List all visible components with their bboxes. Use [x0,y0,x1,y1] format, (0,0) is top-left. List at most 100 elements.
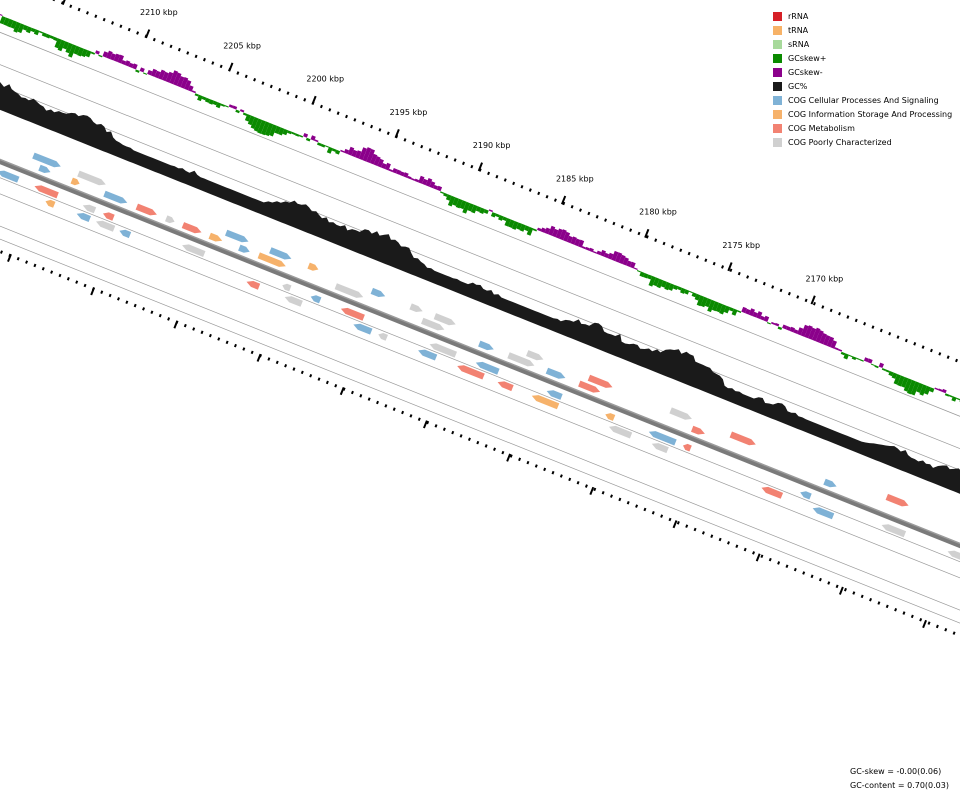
minor-tick [545,194,549,199]
gc-skew-positive-bar [326,146,333,154]
gene-arrow [282,283,292,292]
minor-tick [111,21,115,25]
legend-item-trna: tRNA [773,23,952,37]
minor-tick [746,275,750,279]
gc-skew-negative-bar [429,181,436,189]
gc-skew-positive-bar [250,117,259,129]
gc-skew-negative-bar [150,68,158,77]
gc-skew-negative-bar [745,308,751,315]
minor-tick [119,24,123,29]
gc-skew-positive-bar [452,197,459,206]
gc-skew-positive-bar [208,99,214,105]
gc-skew-positive-bar [17,23,25,34]
minor-tick [637,231,641,236]
gc-skew-negative-bar [585,246,590,251]
gc-skew-positive-bar [490,212,497,218]
inner-minor-tick [810,574,814,579]
gc-skew-negative-bar [570,236,577,245]
scale-label: 2185 kbp [556,174,594,183]
gc-skew-positive-bar [684,289,690,295]
legend-item-rrna: rRNA [773,9,952,23]
inner-minor-tick [593,487,597,492]
gc-skew-positive-bar [664,281,671,291]
gc-skew-positive-bar [33,29,40,36]
legend-swatch [773,53,782,63]
gc-skew-negative-bar [355,150,362,159]
minor-tick [495,174,499,179]
gc-skew-negative-bar [173,72,182,86]
gc-skew-positive-bar [135,69,140,73]
minor-tick [879,328,883,333]
gc-skew-positive-bar [224,105,229,108]
gc-skew-positive-bar [10,20,18,29]
gc-skew-negative-bar [373,156,381,166]
gene-arrow [578,380,601,393]
gc-skew-negative-bar [425,178,433,187]
gc-skew-negative-bar [407,175,412,180]
minor-tick [503,178,507,182]
inner-major-tick [7,253,12,263]
inner-minor-tick [818,577,822,582]
gc-skew-positive-bar [445,194,452,201]
minor-tick [403,138,407,142]
gene-arrow [378,333,388,341]
gc-skew-positive-bar [291,131,296,135]
inner-major-tick [90,287,96,296]
major-tick [61,0,66,6]
inner-minor-tick [83,283,87,288]
inner-minor-tick [693,527,697,532]
minor-tick [771,285,775,289]
gc-skew-negative-bar [128,62,134,68]
legend-swatch [773,81,782,91]
minor-tick [411,141,415,146]
gene-arrow [823,478,837,488]
gene-arrow [70,177,80,186]
minor-tick [278,88,282,92]
gc-skew-negative-bar [626,260,632,267]
major-tick [477,162,483,172]
inner-scale-ticks [0,250,956,635]
gc-skew-positive-bar [274,125,281,134]
inner-minor-tick [584,484,588,488]
gc-skew-positive-bar [859,359,864,362]
gc-skew-negative-bar [121,60,127,65]
gene-arrow [421,317,445,331]
gc-skew-negative-bar [540,227,546,233]
gc-skew-positive-bar [257,120,266,134]
inner-minor-tick [376,400,380,405]
gc-skew-negative-bar [559,229,567,241]
inner-minor-tick [735,544,739,548]
inner-minor-tick [676,521,680,525]
inner-minor-tick [610,494,613,498]
gc-skew-negative-bar [629,261,636,269]
gc-skew-positive-bar [648,275,656,287]
ring-guides [0,31,960,624]
gene-arrow [45,199,56,208]
gc-skew-negative-bar [381,163,387,169]
minor-tick [946,355,950,359]
gene-arrow [526,350,544,361]
gc-skew-positive-bar [680,287,686,294]
gc-skew-positive-bar [639,271,645,278]
minor-tick [938,352,942,356]
gc-skew-negative-bar [808,327,817,340]
gc-skew-positive-bar [305,137,311,142]
minor-tick [645,235,649,239]
inner-minor-tick [952,631,956,635]
minor-tick [487,171,491,176]
minor-tick [136,31,140,35]
legend-label: GCskew- [788,67,823,77]
gene-arrow [208,232,223,242]
inner-minor-tick [300,370,304,375]
legend-item-gcskew-plus: GCskew+ [773,51,952,65]
gc-skew-positive-bar [298,134,304,138]
inner-minor-tick [250,350,254,355]
inner-minor-tick [217,337,221,341]
gc-skew-positive-bar [68,44,77,58]
gc-skew-positive-bar [479,207,485,214]
gc-skew-negative-bar [358,147,367,161]
inner-minor-tick [618,497,622,502]
gc-skew-positive-bar [504,218,511,227]
inner-major-tick [672,520,678,529]
